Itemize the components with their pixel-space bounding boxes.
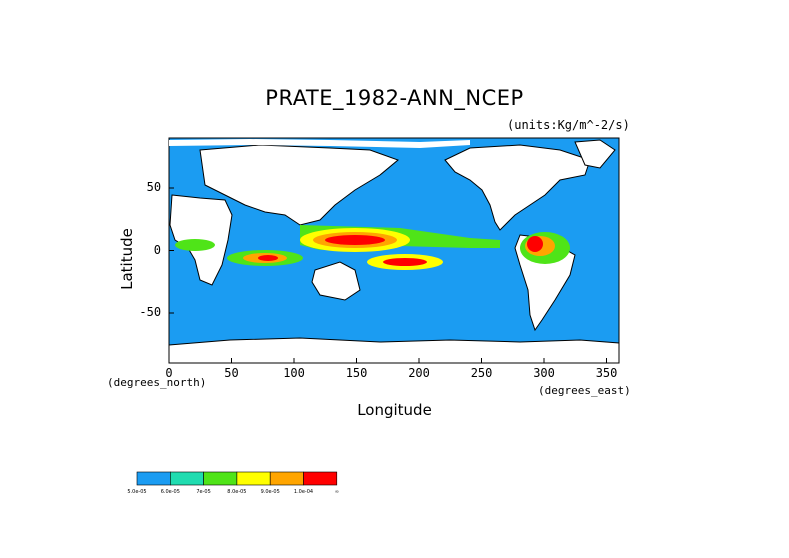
land-eurasia	[199, 144, 399, 226]
band-red-wp	[325, 235, 385, 245]
colorbar-swatch	[303, 471, 338, 486]
band-red-spcz	[383, 258, 427, 266]
colorbar-label: 5.0e-05	[127, 489, 146, 495]
land-australia	[311, 261, 361, 301]
x-tick-label: 200	[408, 366, 430, 380]
y-ticks	[169, 187, 174, 314]
y-tick-label: 50	[146, 180, 162, 194]
landmasses	[168, 139, 620, 364]
map-title: PRATE_1982-ANN_NCEP	[265, 86, 524, 110]
colorbar-label: 8.0e-05	[227, 489, 246, 495]
x-tick-label: 50	[224, 366, 239, 380]
x-units-label: (degrees_east)	[538, 384, 631, 397]
colorbar-swatch	[236, 471, 271, 486]
x-tick-label: 100	[283, 366, 305, 380]
land-arctic	[169, 139, 470, 148]
band-green-africa	[175, 239, 215, 251]
band-red-io	[258, 255, 278, 261]
x-tick-label: 150	[345, 366, 368, 380]
land-antarctica	[168, 337, 620, 364]
band-red-amazon	[527, 236, 543, 252]
y-units-label: (degrees_north)	[107, 376, 207, 389]
x-tick-label: 0	[165, 366, 173, 380]
colorbar-swatch	[203, 471, 238, 486]
y-tick-label: 0	[153, 242, 162, 257]
colorbar-label: 1.0e-04	[294, 489, 313, 495]
x-ticks	[168, 358, 607, 363]
colorbar-label: ∞	[335, 489, 339, 495]
colorbar-label: 6.0e-05	[161, 489, 180, 495]
x-tick-label: 300	[533, 366, 555, 380]
colorbar-swatch	[170, 471, 204, 486]
colorbar-label: 7e-05	[196, 489, 210, 495]
land-greenland	[574, 139, 616, 169]
colorbar-swatch	[136, 471, 171, 486]
precip-bands	[175, 225, 570, 270]
x-axis-label: Longitude	[357, 401, 432, 419]
x-tick-label: 350	[595, 366, 618, 380]
y-tick-label: -50	[139, 305, 162, 319]
y-axis-label: Latitude	[117, 228, 136, 290]
colorbar-swatch	[269, 471, 304, 486]
land-north-america	[444, 144, 591, 231]
colorbar: 5.0e-05 6.0e-05 7e-05 8.0e-05 9.0e-05 1.0e-04…	[127, 471, 339, 495]
colorbar-label: 9.0e-05	[261, 489, 280, 495]
x-tick-label: 250	[470, 366, 493, 380]
units-label: (units:Kg/m^-2/s)	[507, 118, 630, 132]
